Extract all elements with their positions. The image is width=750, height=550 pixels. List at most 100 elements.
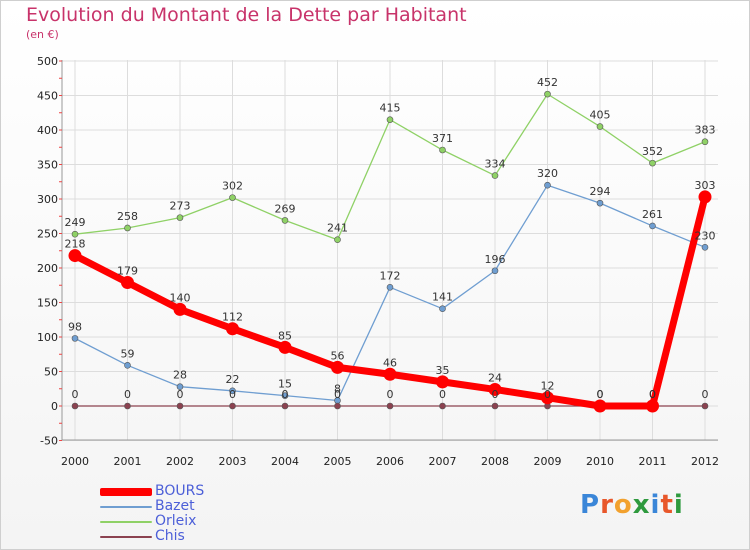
x-tick-label: 2001 bbox=[114, 455, 142, 468]
data-label: 56 bbox=[331, 349, 345, 362]
logo-letter: t bbox=[660, 490, 674, 520]
y-tick-label: 450 bbox=[37, 90, 58, 103]
y-tick-label: 300 bbox=[37, 193, 58, 206]
data-point-chis bbox=[176, 402, 184, 410]
chart-title: Evolution du Montant de la Dette par Hab… bbox=[26, 4, 467, 26]
data-point-orleix bbox=[229, 194, 236, 201]
data-label: 46 bbox=[383, 356, 397, 369]
data-label: 0 bbox=[439, 388, 446, 401]
axes bbox=[59, 60, 718, 441]
data-label: 273 bbox=[170, 200, 191, 213]
data-point-chis bbox=[701, 402, 709, 410]
data-point-chis bbox=[491, 402, 499, 410]
data-point-bours bbox=[698, 190, 712, 204]
data-label: 0 bbox=[72, 388, 79, 401]
data-label: 98 bbox=[68, 320, 82, 333]
data-point-chis bbox=[71, 402, 79, 410]
x-tick-label: 2005 bbox=[324, 455, 352, 468]
proxiti-logo: Proxiti bbox=[580, 490, 684, 520]
logo-letter: r bbox=[600, 490, 614, 520]
y-tick-label: 150 bbox=[37, 297, 58, 310]
y-tick-label: 50 bbox=[44, 366, 58, 379]
data-point-bours bbox=[436, 375, 449, 389]
data-label: 0 bbox=[649, 388, 656, 401]
data-point-bazet bbox=[439, 305, 446, 313]
data-label: 0 bbox=[124, 388, 131, 401]
logo-letter: i bbox=[673, 490, 684, 520]
data-point-bours bbox=[541, 391, 554, 405]
y-tick-label: 0 bbox=[51, 400, 58, 413]
data-label: 302 bbox=[222, 180, 243, 193]
data-point-bazet bbox=[281, 392, 289, 399]
data-label: 371 bbox=[432, 132, 453, 145]
x-tick-label: 2000 bbox=[61, 455, 89, 468]
y-tick-label: 500 bbox=[37, 55, 58, 68]
legend-label-bours: BOURS bbox=[155, 483, 205, 499]
data-point-bours bbox=[226, 322, 239, 336]
series-group bbox=[68, 90, 712, 413]
data-point-bazet bbox=[124, 361, 131, 369]
data-label: 249 bbox=[65, 216, 86, 229]
data-point-bazet bbox=[176, 383, 184, 390]
x-tick-label: 2010 bbox=[586, 455, 614, 468]
data-point-bours bbox=[383, 367, 397, 381]
data-label: 12 bbox=[541, 380, 555, 393]
data-label: 196 bbox=[485, 253, 506, 266]
data-label: 383 bbox=[695, 124, 716, 137]
x-tick-label: 2012 bbox=[691, 455, 719, 468]
legend-swatch-bours bbox=[100, 488, 152, 496]
y-tick-labels: -50 0 50 100 150 200 250 300 350 400 450 500 bbox=[37, 55, 58, 448]
data-label: 352 bbox=[642, 145, 663, 158]
data-point-bazet bbox=[544, 181, 551, 189]
data-label: 0 bbox=[492, 388, 499, 401]
logo-letter: x bbox=[632, 490, 651, 520]
y-tick-label: 100 bbox=[37, 331, 58, 344]
legend-swatch-bazet bbox=[100, 506, 152, 508]
legend-item-chis: Chis bbox=[100, 529, 300, 544]
data-point-bours bbox=[68, 249, 82, 263]
data-label: 22 bbox=[226, 373, 240, 386]
legend-label-orleix: Orleix bbox=[155, 513, 197, 529]
data-point-orleix bbox=[491, 172, 499, 179]
data-point-chis bbox=[229, 402, 236, 410]
x-tick-label: 2004 bbox=[271, 455, 299, 468]
x-tick-label: 2002 bbox=[166, 455, 194, 468]
legend-item-bazet: Bazet bbox=[100, 499, 300, 514]
data-point-bazet bbox=[229, 387, 236, 395]
y-tick-label: -50 bbox=[40, 435, 58, 448]
data-label: 140 bbox=[170, 291, 191, 304]
data-label: 172 bbox=[380, 269, 401, 282]
data-label: 452 bbox=[537, 76, 558, 89]
data-point-orleix bbox=[124, 224, 131, 232]
legend-swatch-chis bbox=[100, 536, 152, 538]
data-point-bazet bbox=[649, 222, 656, 230]
logo-letter: P bbox=[580, 490, 601, 520]
data-label: 0 bbox=[387, 388, 394, 401]
data-point-bours bbox=[331, 360, 344, 374]
data-label: 0 bbox=[597, 388, 604, 401]
x-tick-label: 2009 bbox=[534, 455, 562, 468]
data-label: 179 bbox=[117, 264, 138, 277]
data-label: 218 bbox=[65, 238, 86, 251]
data-label: 0 bbox=[597, 388, 604, 401]
data-label: 35 bbox=[436, 364, 450, 377]
data-point-bazet bbox=[71, 335, 79, 342]
data-label: 303 bbox=[695, 179, 716, 192]
data-point-orleix bbox=[439, 146, 446, 154]
data-point-orleix bbox=[701, 138, 709, 146]
data-label: 334 bbox=[485, 158, 506, 171]
data-point-bazet bbox=[701, 244, 709, 251]
data-point-orleix bbox=[176, 214, 184, 221]
data-point-bazet bbox=[491, 267, 499, 275]
data-label: 241 bbox=[327, 222, 348, 235]
data-point-chis bbox=[334, 402, 341, 410]
data-point-orleix bbox=[544, 90, 551, 98]
data-label: 0 bbox=[229, 388, 236, 401]
data-label: 0 bbox=[177, 388, 184, 401]
data-point-chis bbox=[124, 402, 131, 410]
data-label: 0 bbox=[702, 388, 709, 401]
x-tick-label: 2007 bbox=[429, 455, 457, 468]
data-point-bazet bbox=[596, 199, 604, 207]
data-label: 0 bbox=[649, 388, 656, 401]
